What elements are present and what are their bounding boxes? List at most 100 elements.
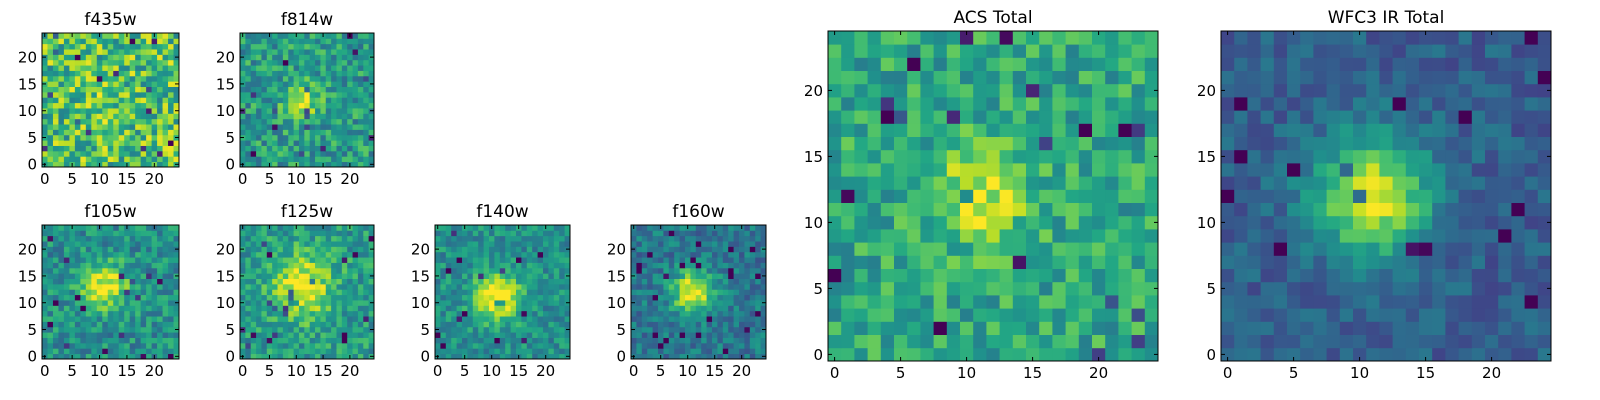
heatmap-cell bbox=[1144, 202, 1159, 217]
heatmap-cell bbox=[135, 54, 142, 61]
heatmap-cell bbox=[266, 246, 273, 253]
heatmap-cell bbox=[755, 337, 761, 344]
heatmap-cell bbox=[347, 348, 353, 355]
heatmap-cell bbox=[1273, 202, 1288, 217]
heatmap-cell bbox=[986, 123, 1000, 137]
heatmap-cell bbox=[537, 283, 544, 290]
heatmap-cell bbox=[728, 300, 734, 306]
heatmap-cell bbox=[42, 283, 48, 290]
heatmap-cell bbox=[63, 300, 70, 306]
heatmap-cell bbox=[854, 202, 868, 217]
heatmap-cell bbox=[162, 326, 169, 333]
heatmap-cell bbox=[129, 118, 136, 125]
heatmap-cell bbox=[63, 342, 70, 349]
heatmap-cell bbox=[146, 267, 152, 274]
heatmap-cell bbox=[1405, 321, 1420, 335]
heatmap-cell bbox=[894, 347, 908, 362]
heatmap-cell bbox=[755, 348, 761, 355]
heatmap-cell bbox=[52, 257, 59, 263]
heatmap-cell bbox=[272, 225, 278, 231]
heatmap-cell bbox=[261, 235, 268, 242]
heatmap-cell bbox=[325, 129, 332, 136]
heatmap-cell bbox=[907, 215, 921, 230]
heatmap-cell bbox=[674, 332, 680, 338]
heatmap-cell bbox=[168, 257, 174, 263]
heatmap-cell bbox=[113, 289, 120, 296]
heatmap-cell bbox=[854, 44, 868, 58]
heatmap-cell bbox=[266, 97, 273, 104]
heatmap-cell bbox=[733, 225, 740, 231]
heatmap-cell bbox=[107, 300, 114, 306]
heatmap-cell bbox=[706, 225, 713, 231]
heatmap-cell bbox=[695, 241, 702, 247]
heatmap-cell bbox=[113, 113, 120, 120]
x-tick-label: 5 bbox=[67, 170, 77, 188]
heatmap-cell bbox=[293, 134, 300, 141]
heatmap-cell bbox=[706, 353, 713, 360]
heatmap-cell bbox=[674, 321, 680, 328]
heatmap-cell bbox=[102, 118, 109, 125]
heatmap-cell bbox=[63, 225, 70, 231]
heatmap-cell bbox=[553, 316, 560, 322]
heatmap-cell bbox=[717, 316, 724, 322]
heatmap-cell bbox=[1405, 281, 1420, 296]
heatmap-cell bbox=[151, 321, 158, 328]
heatmap-cell bbox=[516, 337, 522, 344]
heatmap-cell bbox=[652, 353, 659, 360]
heatmap-cell bbox=[1300, 281, 1314, 296]
heatmap-cell bbox=[658, 241, 664, 247]
heatmap-cell bbox=[272, 310, 278, 317]
heatmap-cell bbox=[293, 43, 300, 50]
heatmap-cell bbox=[157, 118, 163, 125]
heatmap-cell bbox=[293, 113, 300, 120]
heatmap-cell bbox=[357, 49, 364, 55]
heatmap-cell bbox=[63, 310, 70, 317]
heatmap-cell bbox=[894, 281, 908, 296]
heatmap-cell bbox=[1353, 242, 1367, 256]
heatmap-cell bbox=[999, 123, 1014, 137]
heatmap-cell bbox=[973, 70, 987, 85]
heatmap-cell bbox=[129, 246, 136, 253]
heatmap-cell bbox=[74, 300, 81, 306]
heatmap-cell bbox=[304, 43, 311, 50]
heatmap-cell bbox=[298, 150, 305, 157]
heatmap-cell bbox=[91, 91, 98, 98]
heatmap-cell bbox=[701, 273, 707, 279]
heatmap-cell bbox=[494, 230, 501, 237]
heatmap-cell bbox=[352, 156, 359, 163]
heatmap-cell bbox=[245, 150, 252, 157]
heatmap-cell bbox=[124, 43, 131, 50]
heatmap-cell bbox=[1392, 347, 1407, 362]
heatmap-cell bbox=[920, 31, 934, 45]
heatmap-cell bbox=[636, 337, 643, 344]
heatmap-cell bbox=[42, 97, 48, 104]
heatmap-cell bbox=[933, 334, 948, 349]
heatmap-cell bbox=[733, 283, 740, 290]
heatmap-cell bbox=[472, 278, 479, 285]
heatmap-cell bbox=[1458, 215, 1473, 230]
heatmap-cell bbox=[91, 38, 98, 45]
heatmap-cell bbox=[293, 257, 300, 263]
heatmap-cell bbox=[920, 255, 934, 269]
heatmap-cell bbox=[146, 342, 152, 349]
heatmap-cell bbox=[168, 65, 174, 71]
heatmap-cell bbox=[357, 102, 364, 109]
heatmap-cell bbox=[146, 86, 152, 93]
heatmap-cell bbox=[272, 316, 278, 322]
heatmap-cell bbox=[266, 54, 273, 61]
heatmap-cell bbox=[245, 326, 252, 333]
heatmap-cell bbox=[336, 332, 343, 338]
heatmap-cell bbox=[1458, 229, 1473, 243]
heatmap-cell bbox=[1221, 229, 1235, 243]
heatmap-cell bbox=[347, 300, 353, 306]
heatmap-cell bbox=[636, 300, 643, 306]
heatmap-cell bbox=[1052, 110, 1066, 124]
heatmap-cell bbox=[261, 332, 268, 338]
heatmap-cell bbox=[880, 347, 895, 362]
heatmap-cell bbox=[47, 75, 54, 82]
heatmap-cell bbox=[245, 70, 252, 77]
heatmap-cells bbox=[435, 225, 571, 360]
heatmap-cell bbox=[135, 326, 142, 333]
heatmap-cell bbox=[1131, 149, 1146, 164]
